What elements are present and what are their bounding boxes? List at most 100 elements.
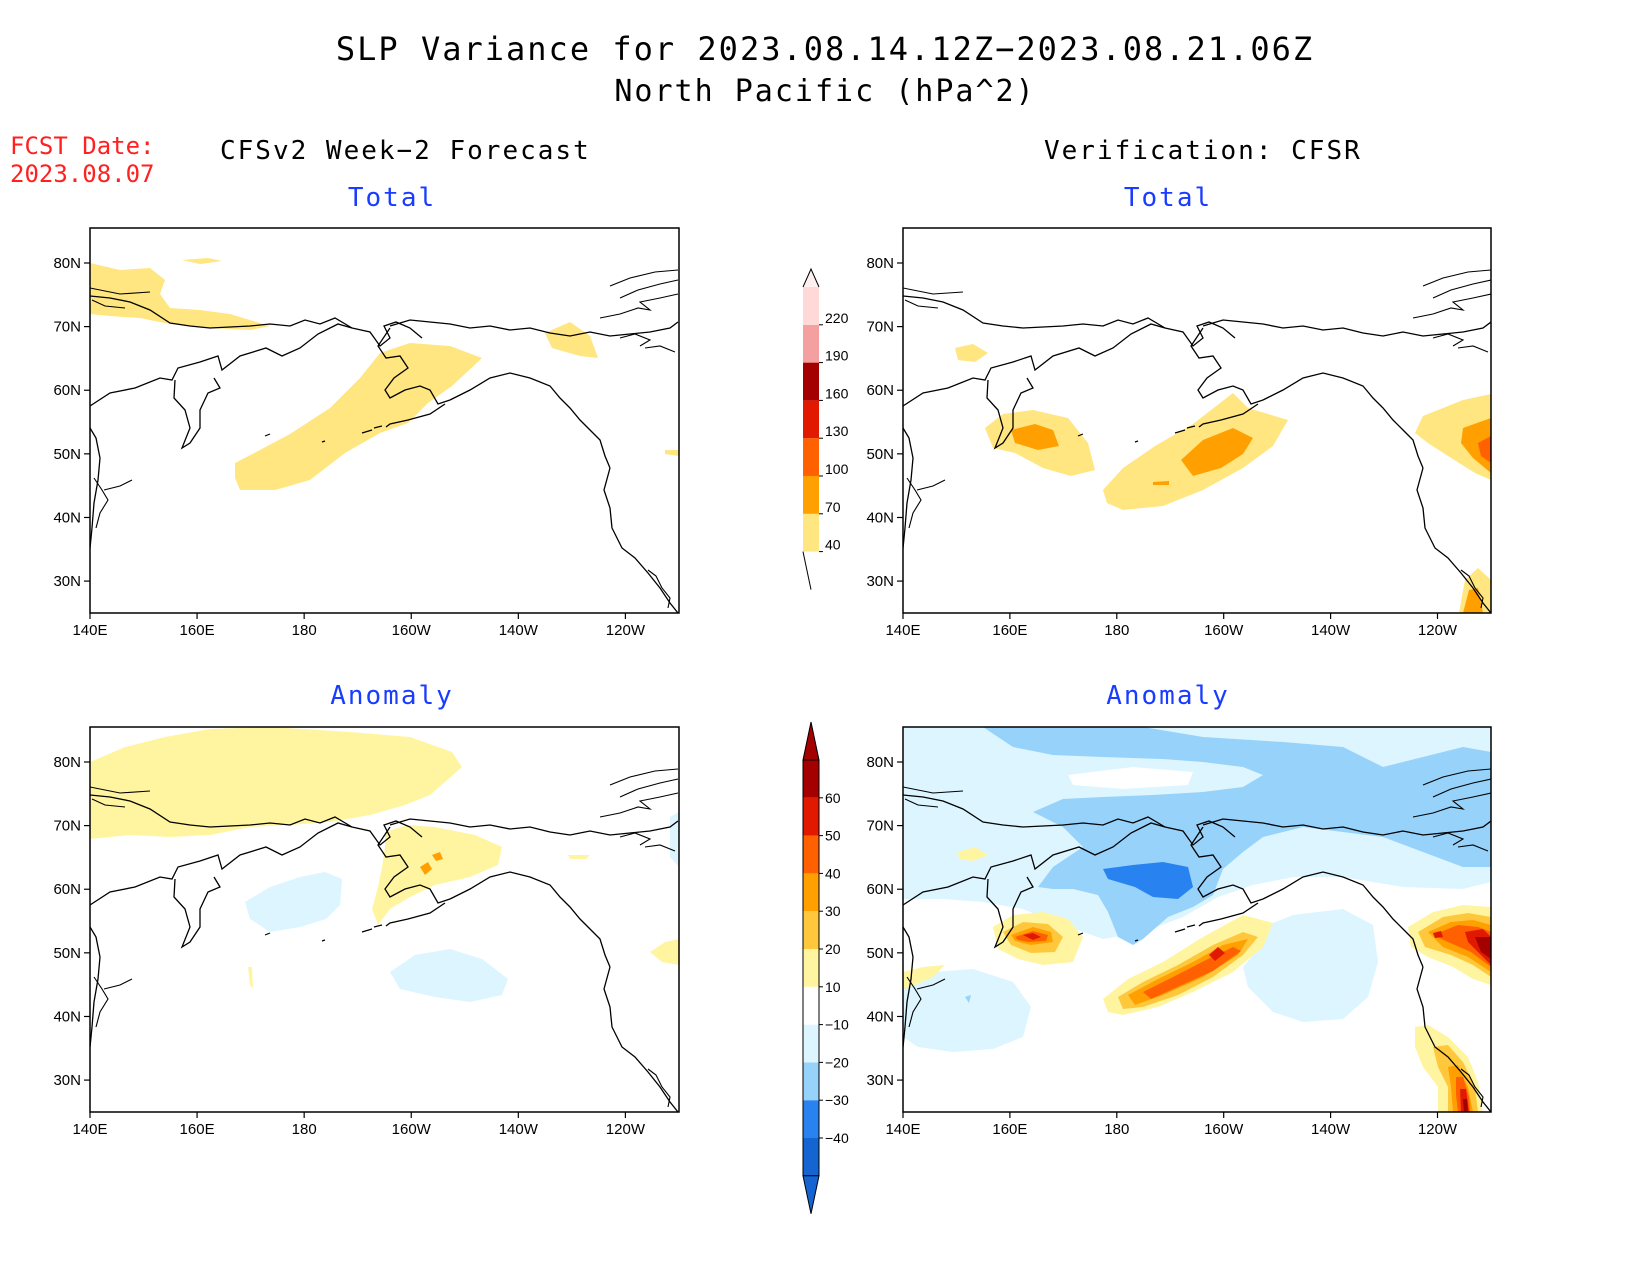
lat-tick-label: 30N xyxy=(53,1072,81,1089)
colorbar-segment xyxy=(803,949,819,987)
lat-tick-label: 70N xyxy=(866,818,894,835)
colorbar-label: 40 xyxy=(825,865,841,881)
contour-40-beaufort xyxy=(545,322,598,358)
lon-tick-label: 160W xyxy=(1204,1121,1244,1138)
colorbars: 40 70 100 130 160 190 220 −40 −30 −20 −10 10 20 30 40 5… xyxy=(802,267,849,1214)
lat-tick-label: 60N xyxy=(866,881,894,898)
lon-tick-label: 160W xyxy=(392,1121,432,1138)
lat-tick-label: 80N xyxy=(53,754,81,771)
colorbar-label: 70 xyxy=(825,499,841,515)
anom-neg30-central xyxy=(1103,862,1193,899)
anom-neg10-east xyxy=(390,949,508,1002)
lat-tick-label: 40N xyxy=(53,509,81,526)
lat-tick-label: 50N xyxy=(53,945,81,962)
colorbar-arrow-bottom xyxy=(802,1175,820,1214)
lon-tick-label: 180 xyxy=(292,1121,317,1138)
anom-10-arctic xyxy=(90,727,462,839)
colorbar-segment xyxy=(803,1138,819,1176)
panel-forecast-total xyxy=(89,227,680,614)
lat-tick-label: 30N xyxy=(866,1072,894,1089)
lat-tick-label: 40N xyxy=(866,509,894,526)
lat-tick-label: 50N xyxy=(866,446,894,463)
colorbar-segment xyxy=(803,1024,819,1063)
lon-tick-label: 160W xyxy=(1204,622,1244,639)
colorbar-segment xyxy=(803,362,819,401)
lon-tick-label: 120W xyxy=(1418,622,1458,639)
lon-tick-label: 140W xyxy=(1311,622,1351,639)
lat-tick-label: 70N xyxy=(866,319,894,336)
contour-70-west xyxy=(1011,424,1059,450)
lat-tick-label: 70N xyxy=(53,818,81,835)
anom-neg10-south-central xyxy=(1243,909,1378,1022)
lat-tick-label: 40N xyxy=(53,1008,81,1025)
colorbar-label: 20 xyxy=(825,941,841,957)
lon-tick-label: 160E xyxy=(180,1121,215,1138)
contour-70-east xyxy=(1461,418,1491,473)
lat-tick-label: 60N xyxy=(53,881,81,898)
panel-forecast-anomaly xyxy=(89,726,680,1113)
lat-tick-label: 80N xyxy=(53,255,81,272)
colorbar-segment xyxy=(803,324,819,363)
colorbar-label: 100 xyxy=(825,461,849,477)
colorbar-label: −30 xyxy=(825,1092,849,1108)
lon-tick-label: 160W xyxy=(392,622,432,639)
anom-neg10-southwest xyxy=(903,969,1031,1052)
colorbar-segment xyxy=(803,1100,819,1138)
lat-tick-label: 30N xyxy=(53,573,81,590)
colorbar-arrow-top xyxy=(802,267,820,288)
panel-title-verification-anomaly: Anomaly xyxy=(1106,681,1230,711)
lat-tick-label: 80N xyxy=(866,255,894,272)
lat-tick-label: 70N xyxy=(53,319,81,336)
panel-verification-anomaly xyxy=(902,726,1492,1113)
colorbar-segment xyxy=(803,760,819,798)
lon-tick-label: 160E xyxy=(992,1121,1027,1138)
axis-labels: 140E 160E 180 160W 140W 120W 80N 70N 60N 50N 40N 30… xyxy=(53,255,1457,1138)
colorbar-segment xyxy=(803,513,819,552)
lat-tick-label: 50N xyxy=(53,446,81,463)
contour-40-east xyxy=(665,450,679,456)
anom-neg10-west xyxy=(245,872,342,932)
anom-neg20-north xyxy=(983,727,1491,945)
verification-column-header: Verification: CFSR xyxy=(1044,136,1362,166)
colorbar-label: 50 xyxy=(825,828,841,844)
contour-40-arctic-small xyxy=(182,258,222,264)
fcst-date-value: 2023.08.07 xyxy=(10,160,155,188)
lon-tick-label: 180 xyxy=(1104,1121,1129,1138)
panel-title-forecast-anomaly: Anomaly xyxy=(330,681,454,711)
lat-tick-label: 60N xyxy=(53,382,81,399)
colorbar-label: 10 xyxy=(825,979,841,995)
colorbar-segment xyxy=(803,1062,819,1101)
lon-tick-label: 120W xyxy=(606,622,646,639)
lon-tick-label: 140E xyxy=(885,622,920,639)
colorbar-label: 220 xyxy=(825,310,849,326)
forecast-column-header: CFSv2 Week−2 Forecast xyxy=(220,136,591,166)
lon-tick-label: 140E xyxy=(885,1121,920,1138)
lon-tick-label: 120W xyxy=(606,1121,646,1138)
lon-tick-label: 160E xyxy=(992,622,1027,639)
colorbar-label: 40 xyxy=(825,537,841,553)
contour-40-east xyxy=(1415,394,1491,480)
colorbar-arrow-bottom xyxy=(802,551,812,590)
lon-tick-label: 140W xyxy=(499,1121,539,1138)
colorbar-segment xyxy=(803,873,819,912)
colorbar-label: 30 xyxy=(825,903,841,919)
colorbar-label: 60 xyxy=(825,790,841,806)
colorbar-segment xyxy=(803,911,819,949)
colorbar-label: 190 xyxy=(825,348,849,364)
lat-tick-label: 30N xyxy=(866,573,894,590)
contour-70-central xyxy=(1181,428,1253,476)
main-subtitle: North Pacific (hPa^2) xyxy=(614,74,1036,109)
lon-tick-label: 160E xyxy=(180,622,215,639)
lat-tick-label: 80N xyxy=(866,754,894,771)
colorbar-segment xyxy=(803,287,819,325)
colorbar-label: 130 xyxy=(825,423,849,439)
colorbar-segment xyxy=(803,400,819,439)
lon-tick-label: 120W xyxy=(1418,1121,1458,1138)
colorbar-arrow-top xyxy=(802,721,820,761)
panel-verification-total xyxy=(902,227,1492,614)
colorbar-label: −10 xyxy=(825,1017,849,1033)
colorbar-segment xyxy=(803,438,819,476)
lat-tick-label: 60N xyxy=(866,382,894,399)
panel-title-verification-total: Total xyxy=(1123,183,1213,213)
